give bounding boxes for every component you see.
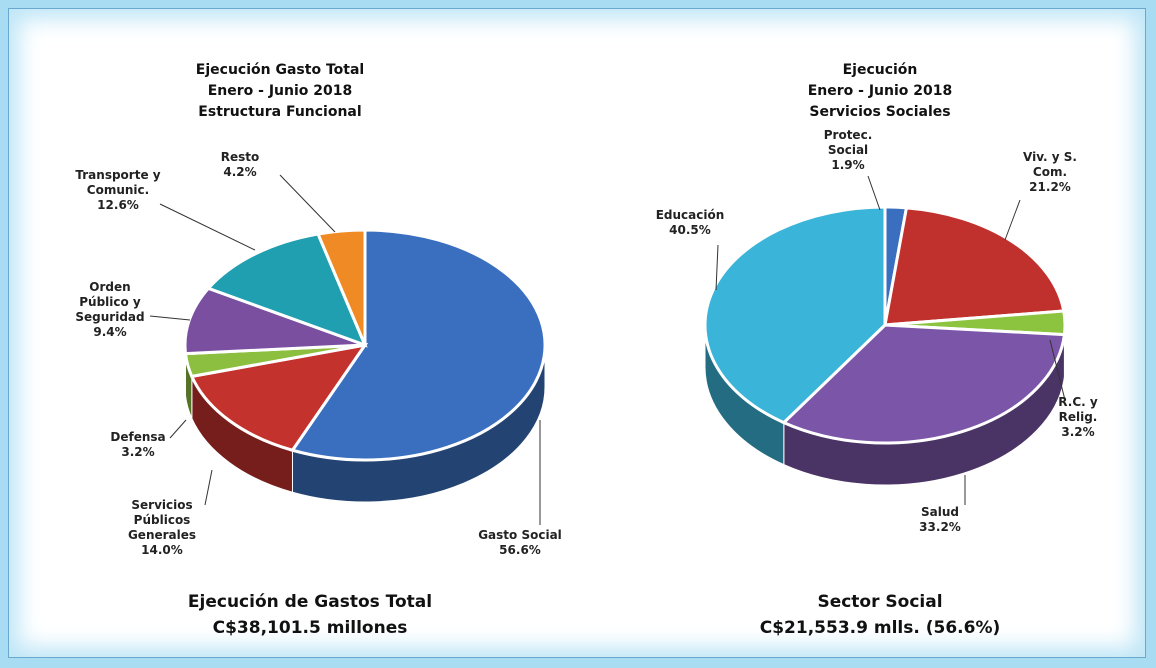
chart-title: Ejecución Enero - Junio 2018 Servicios S… [807,62,953,120]
value-label: 3.2% [121,445,155,459]
slice [189,342,369,452]
leader-line [1004,199,1021,241]
slice [205,232,368,348]
slice [781,323,1067,445]
value-label: 1.9% [831,158,865,172]
slice-label: Salud 33.2% [919,505,961,534]
leader-line [149,315,191,321]
slice-label: Resto 4.2% [220,150,260,179]
value-label: 21.2% [1029,180,1071,194]
slice-label: Gasto Social 56.6% [478,528,562,557]
footer-text: C$21,553.9 mlls. (56.6%) [759,618,1001,638]
value-label: 4.2% [223,165,257,179]
chart-title: Ejecución Gasto Total Enero - Junio 2018… [195,62,365,120]
leader-line [715,244,719,291]
value-label: 12.6% [97,198,139,212]
slice-label: Defensa 3.2% [110,430,166,459]
leader-line [867,175,881,211]
slice-label: Servicios Públicos Generales 14.0% [127,498,197,557]
slice [703,205,887,425]
footer-text: Sector Social [817,592,943,612]
slice-label: R.C. y Relig. 3.2% [1058,395,1098,439]
footer-text: Ejecución de Gastos Total [187,592,433,612]
slice-label: Transporte y Comunic. 12.6% [75,168,161,212]
slice-label: Protec. Social 1.9% [823,128,873,172]
slice-label: Viv. y S. Com. 21.2% [1023,150,1077,194]
value-label: 56.6% [499,543,541,557]
leader-line [159,203,256,251]
slice-label: Educación 40.5% [655,208,725,237]
slice [290,228,547,462]
slice-label: Orden Público y Seguridad 9.4% [75,280,145,339]
value-label: 9.4% [93,325,127,339]
leader-line [169,419,187,439]
value-label: 40.5% [669,223,711,237]
value-label: 3.2% [1061,425,1095,439]
leader-line [279,174,336,233]
slice [315,228,367,346]
value-label: 33.2% [919,520,961,534]
leader-line [1049,339,1066,401]
value-label: 14.0% [141,543,183,557]
slice [883,206,1066,327]
footer-text: C$38,101.5 millones [212,618,408,638]
leader-line [204,469,213,506]
